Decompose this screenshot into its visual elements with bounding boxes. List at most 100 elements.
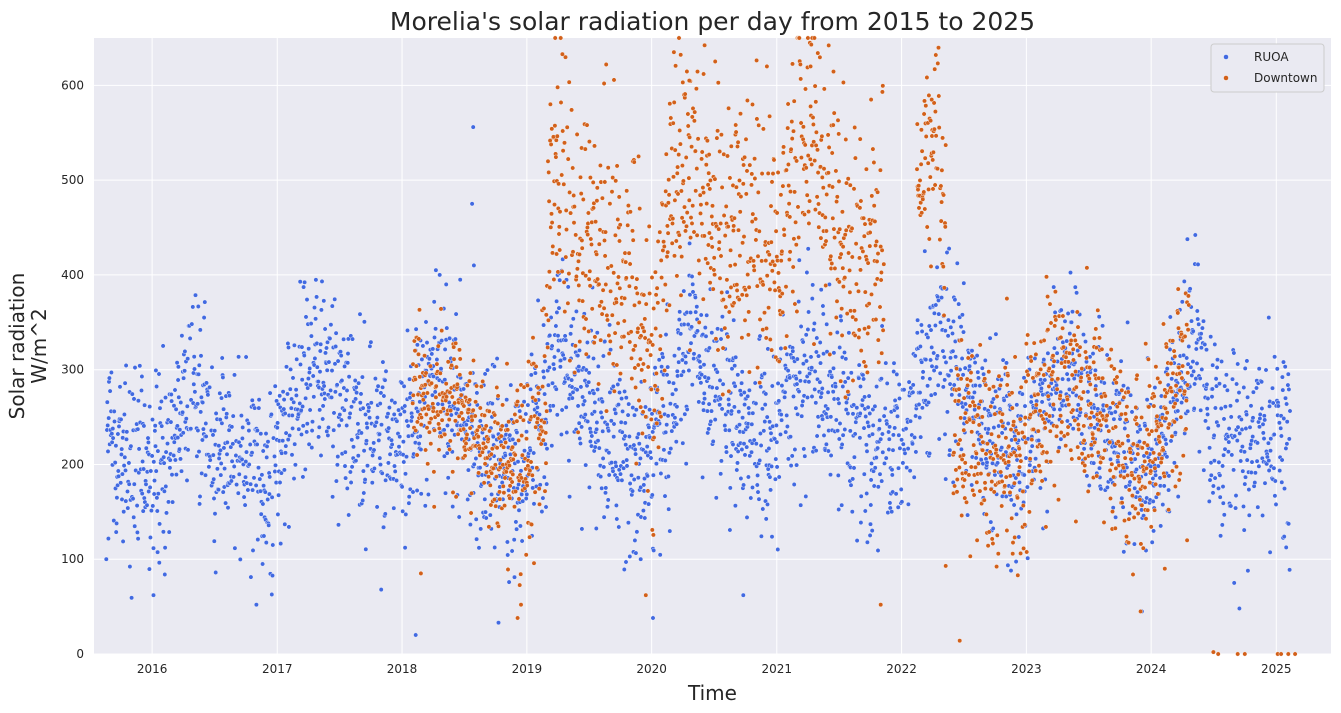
point-ruoa [506,487,512,493]
point-downtown [959,337,964,343]
point-downtown [450,489,456,495]
point-downtown [773,228,779,234]
point-downtown [814,194,820,200]
point-ruoa [346,512,352,518]
point-ruoa [970,395,976,400]
point-downtown [659,275,664,280]
point-downtown [540,437,546,443]
point-downtown [639,367,645,373]
point-ruoa [200,426,206,432]
point-ruoa [554,298,559,304]
point-ruoa [537,412,542,417]
point-downtown [744,292,750,298]
point-ruoa [313,277,319,283]
point-ruoa [733,354,739,360]
point-ruoa [1229,452,1235,458]
point-ruoa [124,436,129,442]
point-ruoa [836,507,842,512]
point-downtown [642,378,647,384]
point-downtown [699,156,704,162]
point-ruoa [1212,475,1218,481]
point-downtown [1090,431,1096,437]
point-ruoa [596,445,602,451]
point-downtown [769,268,775,274]
point-downtown [623,259,629,265]
point-downtown [956,386,962,392]
point-downtown [751,263,757,269]
point-downtown [668,115,674,121]
point-downtown [603,282,609,287]
point-ruoa [562,333,568,339]
point-ruoa [311,394,317,400]
point-downtown [1077,352,1082,358]
point-downtown [1137,476,1142,482]
point-ruoa [209,364,215,370]
point-downtown [941,312,947,318]
point-ruoa [1221,452,1227,458]
point-ruoa [753,441,759,447]
point-downtown [716,239,722,245]
point-downtown [633,285,639,291]
point-ruoa [563,337,569,343]
point-ruoa [1199,345,1204,351]
point-downtown [792,189,797,195]
point-ruoa [890,447,896,453]
point-ruoa [692,333,697,339]
point-ruoa [863,414,869,419]
point-ruoa [868,521,873,527]
point-ruoa [674,368,680,374]
point-ruoa [1202,342,1208,347]
point-ruoa [224,439,230,445]
point-ruoa [366,404,372,410]
point-downtown [1063,443,1069,449]
point-downtown [576,258,581,264]
point-downtown [518,414,523,420]
point-ruoa [960,312,965,318]
point-ruoa [320,403,326,409]
point-ruoa [899,437,904,443]
point-ruoa [297,279,303,285]
point-ruoa [1185,408,1191,414]
point-downtown [578,174,583,180]
point-ruoa [129,391,135,397]
point-ruoa [658,471,664,476]
point-downtown [665,230,671,236]
point-downtown [962,495,968,501]
point-downtown [861,359,867,365]
point-downtown [450,469,456,475]
point-ruoa [226,393,232,398]
point-ruoa [333,344,339,349]
point-ruoa [778,431,783,437]
point-ruoa [1201,318,1206,324]
point-downtown [880,89,885,95]
point-ruoa [893,491,899,497]
point-ruoa [1214,365,1220,370]
point-ruoa [626,520,631,526]
point-ruoa [714,385,720,391]
point-downtown [707,280,713,286]
point-ruoa [518,523,523,529]
point-downtown [431,469,437,475]
point-downtown [589,242,594,247]
point-ruoa [1033,456,1039,462]
point-downtown [767,286,773,292]
point-downtown [988,486,994,492]
point-ruoa [424,477,430,483]
point-downtown [833,315,839,320]
point-ruoa [1181,352,1187,358]
point-downtown [853,241,859,247]
point-ruoa [506,579,512,585]
point-ruoa [420,343,426,349]
point-ruoa [329,368,335,373]
point-ruoa [809,296,815,301]
point-ruoa [688,310,693,315]
point-ruoa [904,465,910,470]
point-ruoa [107,388,113,394]
point-downtown [1138,541,1144,547]
point-ruoa [933,302,939,308]
point-ruoa [1249,438,1255,444]
point-downtown [492,462,498,468]
point-ruoa [1013,559,1019,564]
point-downtown [1166,507,1172,513]
point-ruoa [720,314,725,320]
